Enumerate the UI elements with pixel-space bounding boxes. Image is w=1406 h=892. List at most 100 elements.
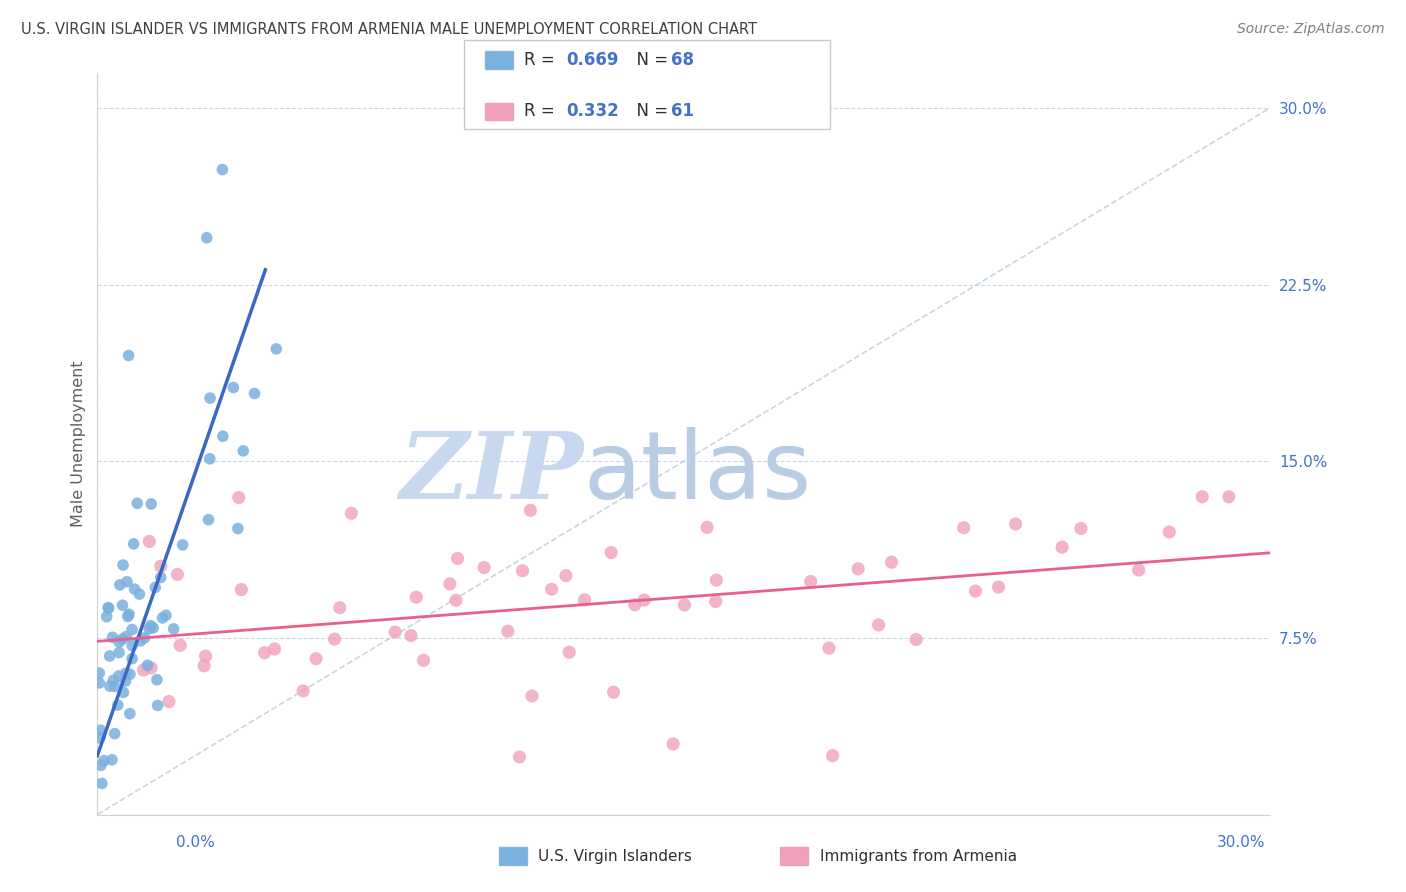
Point xyxy=(1159,524,1181,539)
Point xyxy=(633,593,655,607)
Text: 61: 61 xyxy=(671,103,693,120)
Point xyxy=(1070,521,1092,535)
Point xyxy=(323,632,346,646)
Point xyxy=(868,618,890,632)
Text: U.S. VIRGIN ISLANDER VS IMMIGRANTS FROM ARMENIA MALE UNEMPLOYMENT CORRELATION CH: U.S. VIRGIN ISLANDER VS IMMIGRANTS FROM … xyxy=(21,22,756,37)
Point xyxy=(117,609,139,624)
Point xyxy=(211,429,233,443)
Text: R =: R = xyxy=(524,103,561,120)
Point xyxy=(508,750,530,764)
Point xyxy=(139,661,162,675)
Point xyxy=(1004,516,1026,531)
Point xyxy=(623,598,645,612)
Point xyxy=(97,601,120,615)
Point xyxy=(143,581,166,595)
Point xyxy=(112,685,135,699)
Point xyxy=(111,599,134,613)
Point xyxy=(121,623,143,637)
Point xyxy=(138,534,160,549)
Point xyxy=(555,568,578,582)
Point xyxy=(97,600,120,615)
Point xyxy=(136,658,159,673)
Point xyxy=(446,551,468,566)
Point xyxy=(89,676,111,690)
Point xyxy=(163,622,186,636)
Point xyxy=(90,776,112,790)
Point xyxy=(90,758,112,772)
Point xyxy=(96,609,118,624)
Point xyxy=(305,651,328,665)
Point xyxy=(149,570,172,584)
Text: atlas: atlas xyxy=(583,427,813,519)
Point xyxy=(89,731,111,745)
Point xyxy=(132,663,155,677)
Point xyxy=(1218,490,1240,504)
Point xyxy=(520,689,543,703)
Point xyxy=(1128,563,1150,577)
Point xyxy=(706,573,728,587)
Point xyxy=(111,632,134,646)
Point xyxy=(540,582,562,597)
Point xyxy=(127,496,149,510)
Point xyxy=(292,684,315,698)
Text: ZIP: ZIP xyxy=(399,428,583,518)
Text: N =: N = xyxy=(626,103,673,120)
Point xyxy=(329,600,352,615)
Point xyxy=(98,679,121,693)
Point xyxy=(662,737,685,751)
Point xyxy=(197,513,219,527)
Point xyxy=(243,386,266,401)
Point xyxy=(226,522,249,536)
Text: R =: R = xyxy=(524,51,561,69)
Point xyxy=(98,648,121,663)
Point xyxy=(146,698,169,713)
Y-axis label: Male Unemployment: Male Unemployment xyxy=(72,360,86,527)
Point xyxy=(108,646,131,660)
Point xyxy=(115,630,138,644)
Point xyxy=(232,443,254,458)
Point xyxy=(101,630,124,644)
Point xyxy=(142,621,165,635)
Point xyxy=(198,391,221,405)
Point xyxy=(399,629,422,643)
Point xyxy=(222,380,245,394)
Point xyxy=(114,673,136,688)
Point xyxy=(138,622,160,636)
Point xyxy=(107,669,129,683)
Point xyxy=(121,639,143,653)
Point xyxy=(139,618,162,632)
Point xyxy=(880,555,903,569)
Point xyxy=(129,634,152,648)
Point xyxy=(444,593,467,607)
Point xyxy=(253,646,276,660)
Point xyxy=(118,667,141,681)
Point xyxy=(821,748,844,763)
Point xyxy=(112,558,135,572)
Text: 68: 68 xyxy=(671,51,693,69)
Point xyxy=(141,497,163,511)
Text: 0.669: 0.669 xyxy=(567,51,619,69)
Point xyxy=(600,545,623,559)
Point xyxy=(519,503,541,517)
Point xyxy=(108,578,131,592)
Point xyxy=(211,162,233,177)
Point xyxy=(107,698,129,712)
Point xyxy=(704,594,727,608)
Point xyxy=(696,520,718,534)
Point xyxy=(152,611,174,625)
Point xyxy=(134,631,156,645)
Point xyxy=(128,587,150,601)
Point xyxy=(104,680,127,694)
Point xyxy=(101,753,124,767)
Point xyxy=(1191,490,1213,504)
Point xyxy=(405,590,427,604)
Point xyxy=(104,726,127,740)
Point xyxy=(118,607,141,622)
Point xyxy=(673,598,696,612)
Point xyxy=(439,577,461,591)
Point xyxy=(558,645,581,659)
Point xyxy=(108,635,131,649)
Point xyxy=(194,649,217,664)
Point xyxy=(93,754,115,768)
Point xyxy=(818,641,841,656)
